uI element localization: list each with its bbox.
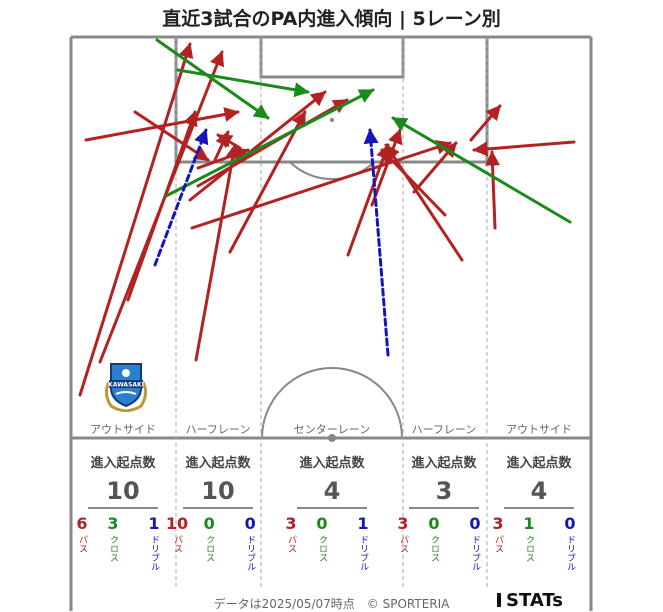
dribble-count: 0	[564, 514, 576, 533]
cross-count: 0	[203, 514, 215, 533]
cross-label: クロス	[108, 535, 118, 562]
pass-count: 3	[492, 514, 504, 533]
stats-divider	[88, 507, 158, 509]
pass-arrow	[228, 110, 307, 254]
pass-count: 6	[76, 514, 88, 533]
dribble-count: 1	[148, 514, 160, 533]
dribble-label: ドリブル	[470, 535, 480, 571]
dribble-label: ドリブル	[358, 535, 368, 571]
cross-arrow	[164, 88, 375, 198]
stats-divider	[183, 507, 253, 509]
lane-stats-right-outside: 進入起点数 4 3 パス 1 クロス 0 ドリブル	[489, 452, 589, 571]
lane-label-left-outside: アウトサイド	[90, 423, 156, 436]
cross-arrow	[155, 38, 270, 120]
dribble-label: ドリブル	[149, 535, 159, 571]
cross-label: クロス	[204, 535, 215, 562]
pass-label: パス	[77, 535, 87, 553]
lane-label-right-halfspace: ハーフレーン	[411, 423, 477, 436]
data-date-footer: データは2025/05/07時点 © SPORTERIA	[213, 597, 450, 611]
stats-total: 10	[106, 477, 140, 505]
lane-label-right-outside: アウトサイド	[506, 423, 572, 436]
lane-label-center: センターレーン	[293, 423, 371, 436]
pass-label: パス	[398, 535, 408, 553]
pass-arrow	[188, 90, 327, 202]
stats-divider	[409, 507, 479, 509]
cross-count: 0	[316, 514, 328, 533]
lane-stats-left-outside: 進入起点数 10 6 パス 3 クロス 1 ドリブル	[73, 452, 173, 571]
stats-brand-logo: STATs	[497, 590, 563, 611]
brand-text: STATs	[506, 590, 563, 611]
pass-label: パス	[172, 535, 182, 553]
cross-label: クロス	[317, 535, 327, 562]
centre-spot	[328, 434, 336, 442]
cross-count: 3	[107, 514, 119, 533]
cross-count: 1	[523, 514, 535, 533]
dribble-count: 0	[244, 514, 256, 533]
dribble-count: 1	[357, 514, 369, 533]
stats-divider	[504, 507, 574, 509]
pass-arrow	[196, 147, 250, 170]
pass-arrow	[384, 143, 464, 262]
pass-count: 3	[285, 514, 297, 533]
pass-label: パス	[286, 535, 296, 553]
stats-total: 4	[323, 477, 341, 505]
stats-total: 3	[435, 477, 453, 505]
lane-label-left-halfspace: ハーフレーン	[185, 423, 251, 436]
kawasaki-frontale-crest-icon: KAWASAKI	[104, 363, 148, 412]
cross-arrows	[155, 38, 572, 224]
penalty-spot	[330, 118, 334, 122]
dribble-label: ドリブル	[565, 535, 575, 571]
cross-count: 0	[428, 514, 440, 533]
pass-arrow	[126, 110, 198, 302]
pitch-lines	[69, 35, 593, 611]
dribble-arrows	[153, 128, 390, 357]
pass-count: 3	[397, 514, 409, 533]
cross-arrow	[391, 116, 572, 224]
dribble-arrow	[153, 128, 209, 267]
stats-divider	[297, 507, 367, 509]
pass-arrow	[216, 133, 242, 150]
pass-arrow	[485, 150, 501, 230]
cross-label: クロス	[524, 535, 534, 562]
lane-stats-right-halfspace: 進入起点数 3 3 パス 0 クロス 0 ドリブル	[394, 452, 494, 571]
pass-arrow	[190, 140, 452, 230]
dribble-count: 0	[469, 514, 481, 533]
dribble-label: ドリブル	[245, 535, 256, 571]
pass-arrow	[370, 128, 403, 207]
pass-arrow	[84, 107, 240, 142]
stats-header: 進入起点数	[185, 456, 251, 471]
pass-arrow	[469, 104, 502, 142]
pass-arrow	[194, 143, 240, 362]
cross-arrow	[176, 68, 310, 98]
stats-header: 進入起点数	[411, 456, 477, 471]
brand-mark-icon	[497, 593, 501, 607]
pass-arrow	[472, 140, 576, 157]
pass-arrows	[78, 42, 576, 397]
pass-arrow	[380, 148, 447, 217]
stats-header: 進入起点数	[90, 456, 156, 471]
stats-header: 進入起点数	[506, 456, 572, 471]
pass-arrow	[78, 42, 194, 397]
lane-stats-center: 進入起点数 4 3 パス 0 クロス 1 ドリブル	[282, 452, 382, 571]
crest-text: KAWASAKI	[108, 382, 144, 389]
pass-arrow	[133, 110, 210, 162]
dribble-arrow	[363, 128, 390, 357]
lane-stats-left-halfspace: 進入起点数 10 10 パス 0 クロス 0 ドリブル	[165, 452, 268, 571]
stats-header: 進入起点数	[299, 456, 365, 471]
stats-total: 4	[530, 477, 548, 505]
stats-total: 10	[201, 477, 235, 505]
page-title: 直近3試合のPA内進入傾向 | 5レーン別	[162, 8, 501, 30]
cross-label: クロス	[429, 535, 439, 562]
pass-count: 10	[165, 514, 189, 533]
pass-label: パス	[493, 535, 503, 553]
